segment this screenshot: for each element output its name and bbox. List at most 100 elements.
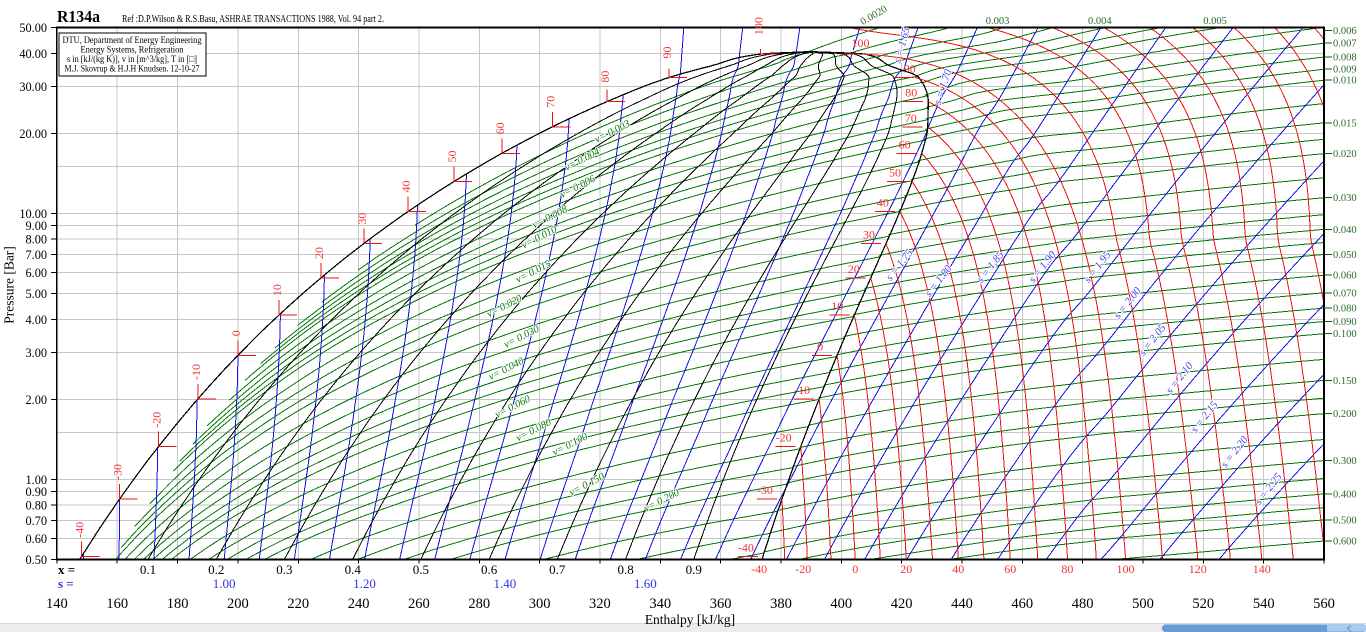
svg-text:0.3: 0.3 [276, 562, 292, 577]
svg-text:440: 440 [951, 596, 973, 612]
svg-text:60: 60 [899, 137, 911, 151]
svg-text:480: 480 [1072, 596, 1094, 612]
svg-text:10: 10 [831, 299, 843, 313]
svg-text:0.030: 0.030 [1333, 193, 1357, 204]
svg-text:200: 200 [227, 596, 249, 612]
svg-text:90: 90 [660, 47, 674, 59]
svg-text:460: 460 [1011, 596, 1033, 612]
svg-text:1.00: 1.00 [25, 473, 47, 487]
svg-text:DTU, Department of Energy Engi: DTU, Department of Energy Engineering [63, 35, 202, 45]
svg-text:70: 70 [905, 111, 917, 125]
svg-text:240: 240 [348, 596, 370, 612]
svg-text:4.00: 4.00 [25, 313, 47, 327]
svg-text:0.040: 0.040 [1333, 225, 1357, 236]
svg-text:140: 140 [46, 596, 68, 612]
svg-text:0.100: 0.100 [1333, 329, 1357, 340]
svg-text:80: 80 [1061, 562, 1073, 576]
svg-text:7.00: 7.00 [25, 248, 47, 262]
svg-text:40: 40 [399, 181, 413, 193]
svg-text:260: 260 [408, 596, 430, 612]
svg-text:5.00: 5.00 [25, 287, 47, 301]
svg-text:380: 380 [770, 596, 792, 612]
svg-text:1.00: 1.00 [213, 576, 236, 591]
svg-text:0.050: 0.050 [1333, 250, 1357, 261]
svg-text:0.008: 0.008 [1333, 53, 1357, 64]
svg-text:520: 520 [1192, 596, 1214, 612]
svg-text:300: 300 [529, 596, 551, 612]
svg-text:-20: -20 [776, 431, 792, 445]
svg-text:40.00: 40.00 [19, 47, 47, 61]
svg-text:20: 20 [900, 562, 912, 576]
svg-text:0.300: 0.300 [1333, 456, 1357, 467]
svg-text:0.1: 0.1 [140, 562, 156, 577]
svg-text:0.90: 0.90 [25, 485, 47, 499]
svg-text:2.00: 2.00 [25, 393, 47, 407]
svg-text:0.070: 0.070 [1333, 288, 1357, 299]
svg-text:10.00: 10.00 [19, 207, 47, 221]
svg-text:540: 540 [1253, 596, 1275, 612]
svg-text:30.00: 30.00 [19, 80, 47, 94]
svg-text:0.60: 0.60 [25, 532, 47, 546]
svg-text:-20: -20 [795, 562, 811, 576]
svg-text:100: 100 [752, 17, 766, 35]
svg-text:50: 50 [445, 151, 459, 163]
svg-text:1.20: 1.20 [353, 576, 376, 591]
svg-text:10: 10 [270, 284, 284, 296]
svg-text:420: 420 [891, 596, 913, 612]
svg-text:80: 80 [598, 71, 612, 83]
svg-text:-20: -20 [149, 412, 163, 428]
svg-text:-10: -10 [189, 364, 203, 380]
svg-text:0.6: 0.6 [481, 562, 498, 577]
svg-text:60: 60 [493, 122, 507, 134]
svg-text:0.009: 0.009 [1333, 65, 1357, 76]
svg-text:-40: -40 [73, 522, 87, 538]
svg-text:0.200: 0.200 [1333, 409, 1357, 420]
svg-text:-10: -10 [794, 383, 810, 397]
svg-text:Pressure [Bar]: Pressure [Bar] [2, 246, 17, 324]
svg-text:1.60: 1.60 [634, 576, 657, 591]
svg-text:0.060: 0.060 [1333, 271, 1357, 282]
svg-text:Enthalpy [kJ/kg]: Enthalpy [kJ/kg] [645, 612, 735, 627]
svg-text:0.003: 0.003 [986, 16, 1010, 27]
svg-text:20: 20 [848, 262, 860, 276]
svg-text:3.00: 3.00 [25, 346, 47, 360]
svg-text:100: 100 [852, 36, 870, 50]
svg-text:0.006: 0.006 [1333, 26, 1357, 37]
svg-text:0.090: 0.090 [1333, 317, 1357, 328]
svg-text:0.70: 0.70 [25, 514, 47, 528]
svg-text:x =: x = [58, 562, 75, 577]
svg-text:0.004: 0.004 [1088, 16, 1112, 27]
svg-text:-40: -40 [751, 562, 767, 576]
svg-text:9.00: 9.00 [25, 219, 47, 233]
svg-text:0.500: 0.500 [1333, 515, 1357, 526]
svg-text:0.7: 0.7 [549, 562, 566, 577]
svg-text:0: 0 [229, 330, 243, 336]
svg-text:0.150: 0.150 [1333, 376, 1357, 387]
svg-text:0.007: 0.007 [1333, 39, 1357, 50]
svg-text:560: 560 [1313, 596, 1335, 612]
svg-text:80: 80 [905, 86, 917, 100]
svg-text:0.4: 0.4 [345, 562, 362, 577]
svg-text:140: 140 [1253, 562, 1271, 576]
svg-text:50.00: 50.00 [19, 21, 47, 35]
svg-text:360: 360 [710, 596, 732, 612]
svg-text:0.8: 0.8 [617, 562, 633, 577]
svg-text:0.5: 0.5 [413, 562, 429, 577]
svg-text:0.005: 0.005 [1203, 16, 1227, 27]
svg-text:-30: -30 [757, 483, 773, 497]
svg-text:60: 60 [1004, 562, 1016, 576]
svg-text:Ref :D.P.Wilson & R.S.Basu, AS: Ref :D.P.Wilson & R.S.Basu, ASHRAE TRANS… [122, 14, 384, 25]
svg-text:500: 500 [1132, 596, 1154, 612]
svg-text:100: 100 [1117, 562, 1135, 576]
svg-text:340: 340 [649, 596, 671, 612]
svg-text:90: 90 [904, 62, 916, 76]
svg-text:70: 70 [544, 96, 558, 108]
svg-text:Energy Systems, Refrigeration: Energy Systems, Refrigeration [81, 45, 184, 55]
svg-text:400: 400 [830, 596, 852, 612]
svg-text:0.50: 0.50 [25, 553, 47, 567]
svg-text:160: 160 [106, 596, 128, 612]
svg-text:0.400: 0.400 [1333, 490, 1357, 501]
svg-text:-30: -30 [111, 464, 125, 480]
svg-text:M.J. Skovrup & H.J.H Knudsen.: M.J. Skovrup & H.J.H Knudsen. 12-10-27 [65, 64, 200, 74]
svg-text:s in [kJ/(kg K)], v in [m^3/kg: s in [kJ/(kg K)], v in [m^3/kg], T in [□… [67, 54, 197, 64]
